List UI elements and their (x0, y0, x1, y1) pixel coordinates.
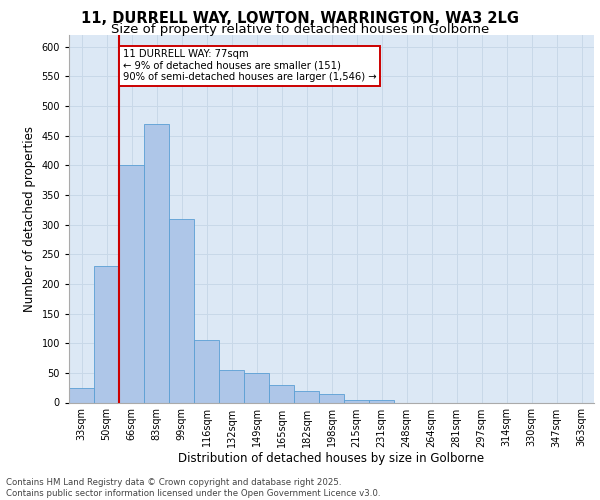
Bar (169, 219, 194, 402)
Text: 11, DURRELL WAY, LOWTON, WARRINGTON, WA3 2LG: 11, DURRELL WAY, LOWTON, WARRINGTON, WA3… (81, 11, 519, 26)
Text: Size of property relative to detached houses in Golborne: Size of property relative to detached ho… (111, 22, 489, 36)
Y-axis label: Number of detached properties: Number of detached properties (23, 126, 36, 312)
Text: Contains HM Land Registry data © Crown copyright and database right 2025.
Contai: Contains HM Land Registry data © Crown c… (6, 478, 380, 498)
Bar (94, 266, 119, 402)
Bar (269, 384, 294, 402)
Bar (294, 390, 319, 402)
Bar (369, 400, 394, 402)
Bar (69, 388, 94, 402)
Bar (144, 124, 169, 402)
Bar (219, 370, 244, 402)
X-axis label: Distribution of detached houses by size in Golborne: Distribution of detached houses by size … (178, 452, 485, 466)
Text: 11 DURRELL WAY: 77sqm
← 9% of detached houses are smaller (151)
90% of semi-deta: 11 DURRELL WAY: 77sqm ← 9% of detached h… (123, 49, 376, 82)
Bar (319, 394, 344, 402)
Bar (344, 400, 369, 402)
Bar (119, 166, 144, 402)
Bar (194, 340, 219, 402)
Bar (244, 373, 269, 402)
